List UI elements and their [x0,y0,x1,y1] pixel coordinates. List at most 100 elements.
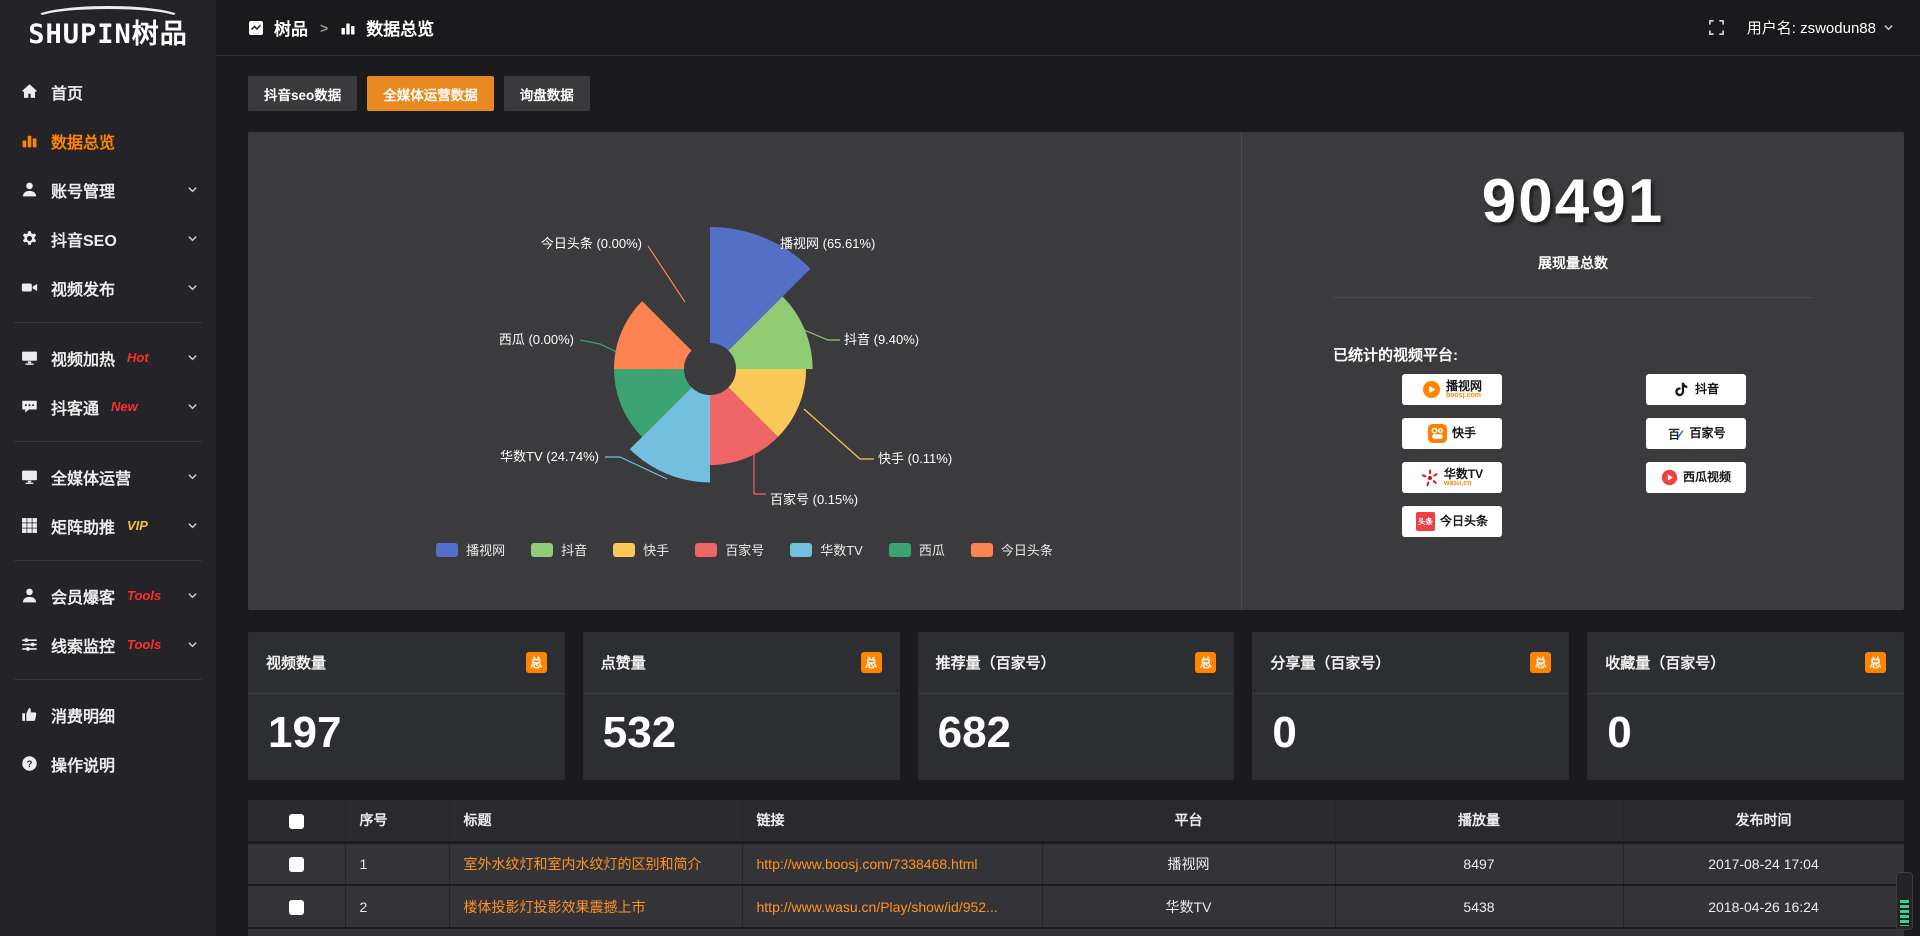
legend-item-6[interactable]: 西瓜 [888,540,945,559]
stat-card-header: 收藏量（百家号） 总 [1587,632,1904,694]
legend-item-2[interactable]: 抖音 [531,540,587,559]
platform-cell: 播视网 [1042,842,1336,886]
sidebar-item-2[interactable]: 数据总览 [0,116,216,165]
platforms-label: 已统计的视频平台: [1333,347,1458,364]
row-checkbox[interactable] [288,857,304,873]
sidebar-item-1[interactable]: 首页 [0,67,216,116]
pie-slice-6[interactable] [614,369,692,437]
sidebar-item-label: 矩阵助推 [51,519,116,537]
pie-slice-4[interactable] [710,387,778,466]
tab-1[interactable]: 抖音seo数据 [248,76,358,111]
stat-card-2: 点赞量 总 532 [582,632,900,780]
stat-cards-row: 视频数量总 197 点赞量总 532 推荐量（百家号）总 682 分享量（百家号）总 0 收藏量… [248,632,1904,780]
divider [1333,297,1813,298]
rose-chart[interactable]: 播视网 (65.61%) 抖音 (9.40%) 快手 (0.11%) 百家号 (0.1… [248,132,1241,610]
video-url-link[interactable]: http://www.wasu.cn/Play/show/id/952... [756,898,998,915]
table-body: 1 室外水纹灯和室内水纹灯的区别和简介 http://www.boosj.com/7… [248,842,1904,929]
legend-label: 西瓜 [918,543,945,558]
video-title-link[interactable]: 楼体投影灯投影效果震撼上市 [463,898,646,915]
help-icon: ? [20,755,38,773]
monitor-icon [20,468,38,486]
legend-item-7[interactable]: 今日头条 [970,540,1053,559]
sidebar: SHUPIN树品 首页 数据总览 账号管理抖音SEO 视频发布视频加热 Hot 抖客通 Ne… [0,0,216,936]
platform-sub: wasu.cn [1443,480,1472,488]
table-header-cell: 序号 [345,800,450,842]
legend-item-3[interactable]: 快手 [613,540,669,559]
pie-label: 百家号 (0.15%) [770,492,858,507]
title-cell: 室外水纹灯和室内水纹灯的区别和简介 [449,842,743,886]
sidebar-item-13[interactable]: ? 操作说明 [0,739,216,788]
platform-badge: 西瓜视频 [1646,462,1746,493]
views-cell: 5438 [1335,885,1624,929]
legend-swatch [695,542,718,557]
row-checkbox[interactable] [288,899,304,915]
platform-sub: boosj.com [1445,392,1481,400]
pie-slice-3[interactable] [728,369,807,437]
sidebar-item-6[interactable]: 视频加热 Hot [0,333,216,382]
sidebar-item-8[interactable]: 全媒体运营 [0,452,216,501]
stat-card-header: 推荐量（百家号） 总 [917,632,1235,694]
app-logo[interactable]: SHUPIN树品 [0,0,216,53]
legend-item-1[interactable]: 播视网 [436,540,505,559]
video-url-link[interactable]: http://www.boosj.com/7338468.html [756,855,978,872]
gear-icon [20,230,38,248]
platform-badge: 华数TV wasu.cn [1402,462,1502,493]
legend-swatch [888,542,911,557]
tab-3[interactable]: 询盘数据 [503,76,590,111]
sidebar-item-3[interactable]: 账号管理 [0,165,216,214]
platform-badges-right: 抖音百百家号 西瓜视频 [1646,374,1746,493]
breadcrumb-root[interactable]: 树品 [274,20,308,39]
select-all-checkbox[interactable] [288,813,304,829]
sidebar-item-label: 操作说明 [51,757,116,775]
legend-swatch [970,542,993,557]
sidebar-item-label: 抖音SEO [51,232,117,250]
videos-table: 序号 标题 链接 平台 播放量 发布时间 1 室外水纹灯和室内水纹灯的区别和简介 http:/… [248,800,1904,936]
douyin-logo [1673,381,1690,398]
pie-slice-2[interactable] [728,296,813,369]
pie-slice-5[interactable] [629,387,710,483]
grid-icon [20,517,38,535]
sidebar-item-7[interactable]: 抖客通 New [0,382,216,431]
platform-badge: 快手 [1402,418,1502,449]
svg-text:百: 百 [1669,428,1681,441]
scroll-indicator-widget[interactable] [1896,872,1913,930]
platform-badge: 头条 今日头条 [1402,506,1502,537]
legend-swatch [436,542,459,557]
tab-2[interactable]: 全媒体运营数据 [367,76,494,111]
logo-latin: SHUPIN [28,19,132,50]
sidebar-item-badge: Hot [127,350,149,365]
sidebar-item-label: 视频发布 [51,281,116,299]
video-title-link[interactable]: 室外水纹灯和室内水纹灯的区别和简介 [463,855,702,872]
sidebar-item-label: 全媒体运营 [51,470,132,488]
scroll-indicator-stripes [1900,900,1909,926]
legend-item-4[interactable]: 百家号 [695,540,764,559]
sidebar-item-5[interactable]: 视频发布 [0,263,216,312]
fullscreen-icon[interactable] [1708,19,1725,36]
shupin-square-icon [248,20,264,36]
chevron-down-icon [1884,25,1893,31]
total-impressions-label: 展现量总数 [1538,255,1608,271]
platform-badge: 百百家号 [1646,418,1746,449]
sidebar-item-11[interactable]: 线索监控 Tools [0,620,216,669]
sidebar-item-label: 消费明细 [51,708,116,726]
pie-slice-7[interactable] [614,301,692,369]
stat-card-header: 视频数量 总 [248,632,565,694]
user-menu[interactable]: 用户名: zswodun88 [1747,17,1894,38]
legend-item-5[interactable]: 华数TV [790,540,863,559]
sidebar-divider [14,322,202,323]
sidebar-item-9[interactable]: 矩阵助推 VIP [0,501,216,550]
table-header-cell: 链接 [742,800,1043,842]
sidebar-item-10[interactable]: 会员爆客 Tools [0,571,216,620]
sidebar-item-badge: Tools [127,588,162,603]
legend-swatch [531,542,554,557]
sidebar-item-4[interactable]: 抖音SEO [0,214,216,263]
platform-badge: 播视网 boosj.com [1402,374,1502,405]
row-checkbox-cell [248,885,346,929]
pie-slice-1[interactable] [710,227,811,351]
heat-monitor-icon [20,349,38,367]
sidebar-item-12[interactable]: 消费明细 [0,690,216,739]
kuaishou-logo [1427,424,1447,443]
pie-label: 华数TV (24.74%) [500,449,599,464]
platform-name: 西瓜视频 [1682,470,1731,485]
breadcrumb-current[interactable]: 数据总览 [366,20,435,39]
